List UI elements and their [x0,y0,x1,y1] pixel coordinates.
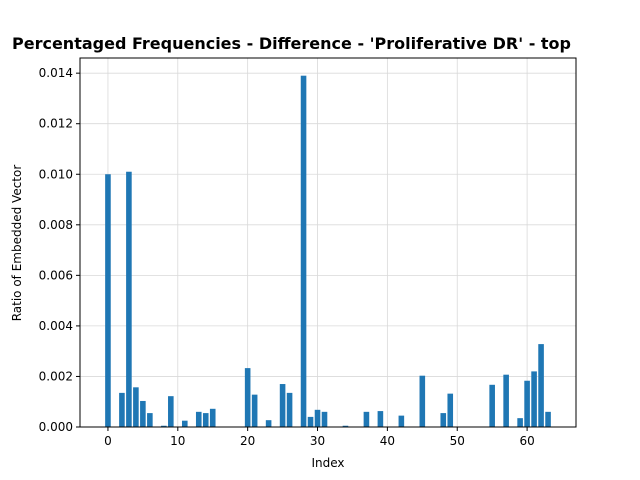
bar [398,415,405,427]
y-tick-label: 0.000 [39,420,73,434]
axes-frame [79,57,577,428]
bar [447,393,454,427]
chart-title: Percentaged Frequencies - Difference - '… [12,34,571,53]
x-tick-label: 50 [450,434,465,448]
bar [195,411,202,427]
bar [489,384,495,427]
y-axis-ticks: 0.000 0.002 0.004 0.006 0.008 0.010 0.012 0.014 [39,66,80,434]
bar [524,380,530,427]
bar [300,75,307,428]
x-axis-ticks: 0 10 20 30 40 50 60 [104,427,535,448]
bar [545,411,551,427]
x-tick-label: 40 [380,434,395,448]
bar [244,368,251,427]
bar [119,392,125,427]
y-tick-label: 0.014 [39,66,73,80]
bar [286,392,293,427]
x-tick-label: 30 [310,434,325,448]
x-tick-label: 60 [519,434,534,448]
x-tick-label: 20 [240,434,255,448]
bar [181,420,188,427]
grid [80,58,576,428]
x-tick-label: 10 [170,434,185,448]
bar [363,411,370,427]
bar [531,371,537,427]
bar [440,413,447,427]
bar [265,420,272,427]
bar [209,408,216,427]
bar [140,400,146,427]
bar [314,409,321,427]
y-tick-label: 0.006 [39,268,73,282]
bar [321,411,328,427]
bar [503,374,509,427]
bar [147,413,153,427]
y-axis-label: Ratio of Embedded Vector [10,165,24,322]
y-tick-label: 0.008 [39,218,73,232]
bar [419,375,426,427]
bar [377,411,384,427]
bar [202,413,209,427]
y-tick-label: 0.010 [39,167,73,181]
bar [307,416,314,427]
bar [168,396,174,427]
bar [251,394,258,427]
bar [161,425,167,427]
bar [538,344,544,427]
bar [279,384,286,427]
bar [517,418,523,427]
bar [105,174,111,427]
bar [133,387,139,427]
y-tick-label: 0.012 [39,117,73,131]
bar [126,171,132,427]
x-axis-label: Index [311,456,344,470]
bars [105,75,551,428]
y-tick-label: 0.002 [39,369,73,383]
plot-frame [79,57,577,428]
x-tick-label: 0 [104,434,112,448]
bar [342,425,349,427]
y-tick-label: 0.004 [39,319,73,333]
